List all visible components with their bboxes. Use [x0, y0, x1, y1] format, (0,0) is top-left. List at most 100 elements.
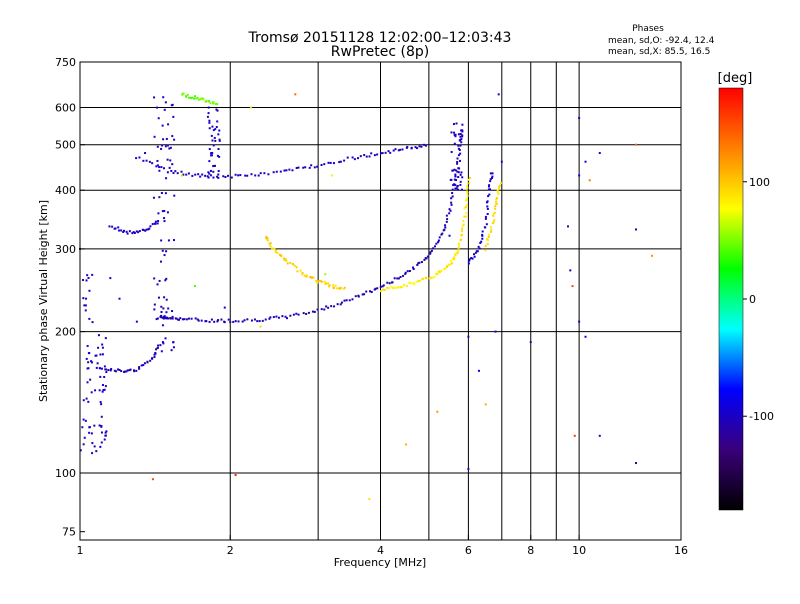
trace-point	[336, 303, 339, 306]
band-point	[85, 279, 88, 282]
trace-point	[170, 169, 173, 172]
trace-point	[118, 368, 121, 371]
band-point	[210, 154, 213, 157]
trace-point	[495, 200, 498, 203]
trace-point	[399, 286, 402, 289]
trace-point	[274, 249, 277, 252]
trace-point	[473, 255, 476, 258]
scatter-point	[194, 285, 197, 288]
trace-point	[151, 357, 154, 360]
trace-point	[135, 230, 138, 233]
scatter-point	[500, 160, 503, 163]
band-point	[105, 371, 108, 374]
trace-point	[216, 175, 219, 178]
band-point	[457, 176, 460, 179]
band-point	[166, 211, 169, 214]
trace-point	[222, 175, 225, 178]
trace-point	[449, 260, 452, 263]
band-point	[171, 163, 174, 166]
band-point	[218, 155, 221, 158]
trace-point	[392, 149, 395, 152]
trace-point	[140, 364, 143, 367]
trace-point	[381, 152, 384, 155]
trace-point	[454, 254, 457, 257]
trace-point	[191, 174, 194, 177]
band-point	[79, 449, 82, 452]
band-point	[207, 112, 210, 115]
trace-point	[353, 158, 356, 161]
trace-point	[456, 162, 459, 165]
trace-point	[461, 134, 464, 137]
trace-point	[332, 162, 335, 165]
trace-point	[161, 316, 164, 319]
trace-point	[410, 146, 413, 149]
band-point	[208, 127, 211, 130]
band-point	[105, 430, 108, 433]
band-point	[91, 321, 94, 324]
scatter-point	[234, 474, 237, 477]
band-point	[86, 381, 89, 384]
trace-point	[125, 230, 128, 233]
trace-point	[304, 166, 307, 169]
trace-point	[162, 315, 165, 318]
band-point	[216, 109, 219, 112]
trace-point	[460, 238, 463, 241]
band-point	[217, 148, 220, 151]
trace-point	[462, 223, 465, 226]
band-point	[163, 220, 166, 223]
trace-point	[379, 285, 382, 288]
trace-point	[451, 195, 454, 198]
band-point	[93, 424, 96, 427]
trace-point	[126, 232, 129, 235]
trace-point	[129, 368, 132, 371]
band-point	[213, 136, 216, 139]
scatter-point	[529, 341, 532, 344]
trace-point	[246, 318, 249, 321]
trace-point	[113, 227, 116, 230]
band-point	[210, 134, 213, 137]
band-point	[85, 297, 88, 300]
trace-point	[308, 166, 311, 169]
trace-point	[153, 353, 156, 356]
trace-point	[172, 172, 175, 175]
band-point	[95, 366, 98, 369]
trace-point	[345, 299, 348, 302]
band-point	[156, 164, 159, 167]
trace-point	[488, 193, 491, 196]
trace-point	[258, 320, 261, 323]
trace-point	[370, 152, 373, 155]
trace-point	[416, 147, 419, 150]
scatter-point	[578, 174, 581, 177]
trace-point	[491, 175, 494, 178]
y-axis-label: Stationary phase Virtual Height [km]	[37, 200, 50, 402]
trace-point	[466, 194, 469, 197]
band-point	[459, 133, 462, 136]
trace-point	[254, 174, 257, 177]
trace-point	[201, 173, 204, 176]
trace-point	[182, 92, 185, 95]
band-point	[461, 135, 464, 138]
trace-point	[291, 263, 294, 266]
band-point	[103, 388, 106, 391]
trace-point	[381, 285, 384, 288]
trace-point	[330, 305, 333, 308]
trace-point	[487, 233, 490, 236]
trace-point	[205, 320, 208, 323]
grid-layer	[80, 62, 681, 540]
trace-point	[148, 160, 151, 163]
chart-title: Tromsø 20151128 12:02:00–12:03:43	[248, 30, 512, 46]
trace-point	[115, 370, 118, 373]
trace-point	[182, 173, 185, 176]
trace-point	[246, 174, 249, 177]
band-point	[166, 158, 169, 161]
trace-point	[295, 266, 298, 269]
scatter-point	[368, 498, 371, 501]
scatter-point	[497, 93, 500, 96]
trace-point	[481, 230, 484, 233]
trace-point	[155, 348, 158, 351]
trace-point	[379, 152, 382, 155]
trace-point	[100, 367, 103, 370]
band-point	[155, 318, 158, 321]
band-point	[90, 432, 93, 435]
